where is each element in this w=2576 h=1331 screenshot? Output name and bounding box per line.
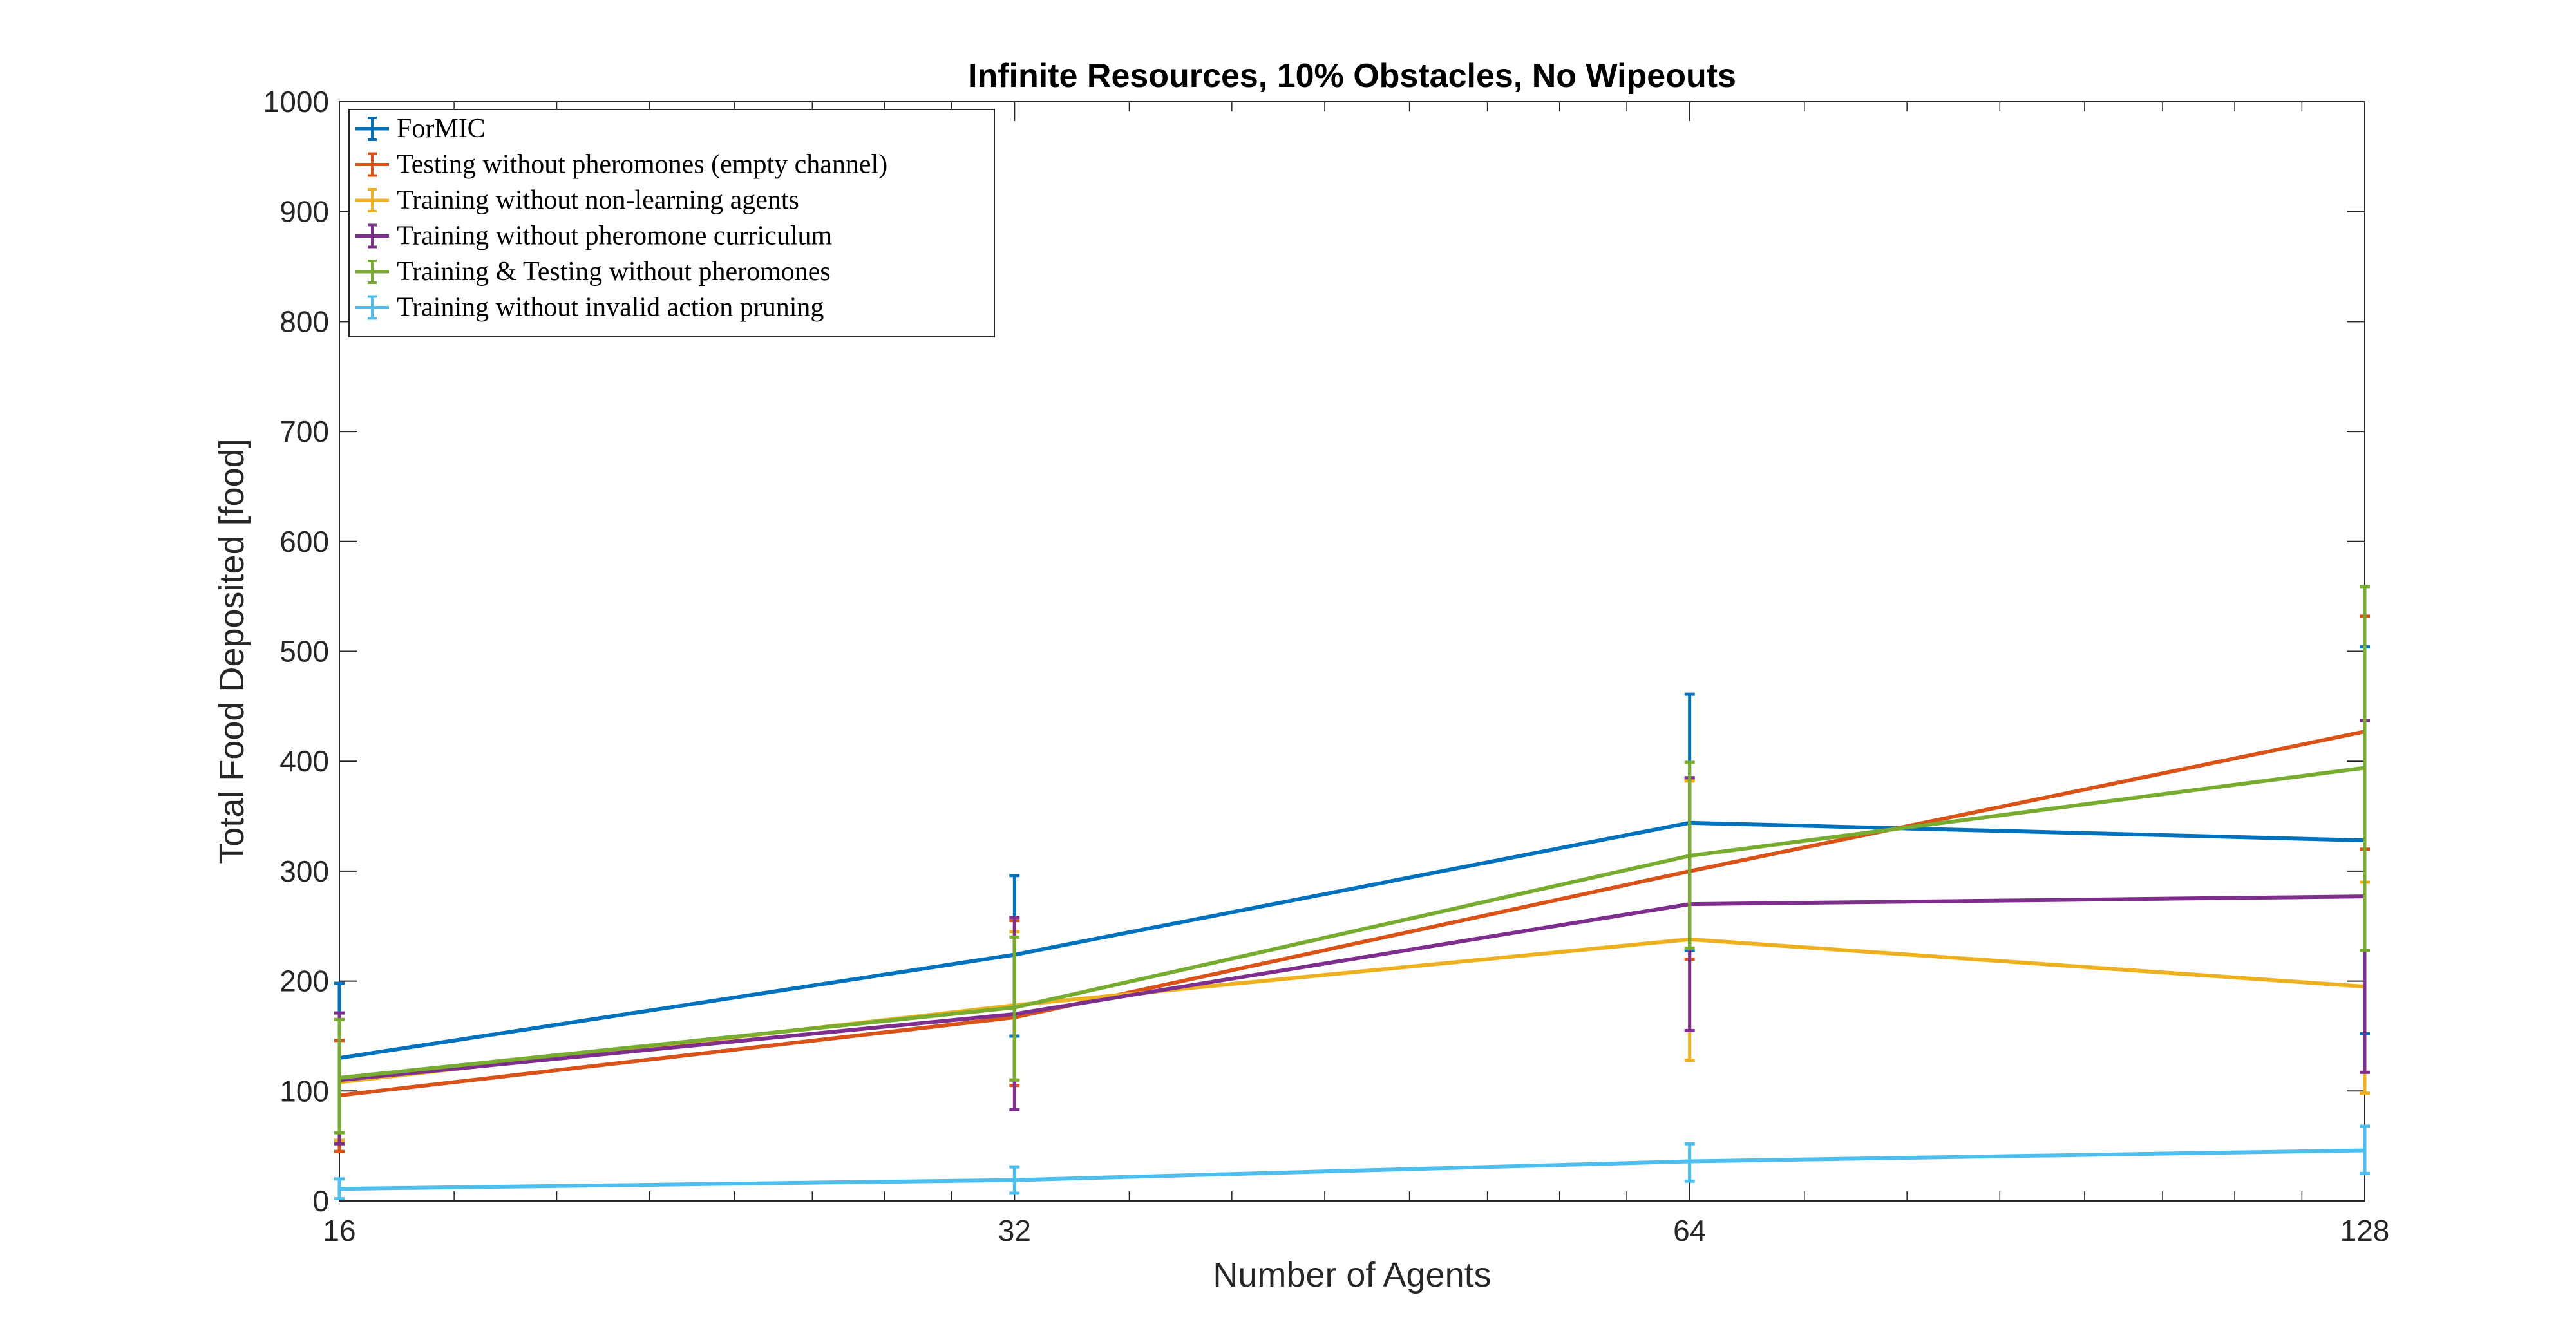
series-line [339,894,2365,1082]
y-axis-title: Total Food Deposited [food] [213,439,251,864]
legend-item: Training without pheromone curriculum [355,222,833,251]
y-tick-label: 200 [279,965,329,998]
legend-item: Training without invalid action pruning [355,293,824,323]
y-axis: 0 100 200 300 400 500 600 700 800 900 1000 [263,85,2365,1218]
legend-label: Training & Testing without pheromones [397,257,831,287]
error-bar [2360,1124,2370,1175]
y-tick-label: 400 [279,744,329,778]
y-tick-label: 700 [279,415,329,448]
x-tick-label: 32 [998,1214,1031,1247]
y-tick-label: 800 [279,305,329,338]
series-line [339,820,2365,1061]
error-bar [1009,935,1020,1082]
error-bar [1684,760,1695,950]
series-line [339,730,2365,1098]
y-tick-label: 0 [312,1184,329,1218]
error-bar [334,1177,345,1201]
legend-item: Training & Testing without pheromones [355,257,831,287]
legend-label: Testing without pheromones (empty channe… [397,150,887,180]
x-tick-label: 128 [2340,1214,2390,1247]
y-tick-label: 100 [279,1074,329,1108]
error-bar [1009,1165,1020,1195]
legend-label: Training without invalid action pruning [397,293,824,323]
series-layer [334,585,2370,1201]
x-tick-label: 64 [1673,1214,1706,1247]
series-line [339,1148,2365,1191]
legend-item: ForMIC [355,114,486,144]
chart-title: Infinite Resources, 10% Obstacles, No Wi… [968,57,1736,95]
y-tick-label: 500 [279,635,329,668]
error-bar [2360,585,2370,952]
series-line [339,766,2365,1080]
y-tick-label: 300 [279,854,329,888]
series-5 [334,1124,2370,1201]
y-tick-label: 900 [279,195,329,229]
legend-label: Training without non-learning agents [397,185,799,215]
error-bar [334,1017,345,1135]
legend-label: ForMIC [397,114,486,144]
legend-box [348,109,995,337]
x-axis: 16 32 64 128 [323,102,2389,1247]
y-tick-label: 1000 [263,85,329,118]
x-axis-title: Number of Agents [1213,1256,1491,1294]
legend-item: Testing without pheromones (empty channe… [355,150,887,180]
legend-item: Training without non-learning agents [355,185,799,215]
legend-label: Training without pheromone curriculum [397,222,833,251]
y-tick-label: 600 [279,525,329,558]
x-tick-label: 16 [323,1214,355,1247]
series-4 [334,585,2370,1135]
legend: ForMIC Testing without pheromones (empty … [348,109,995,337]
error-bar [1684,1142,1695,1183]
